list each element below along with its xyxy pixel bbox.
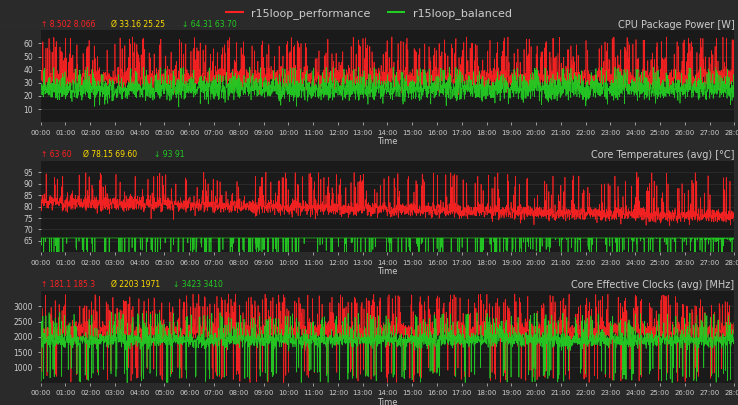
X-axis label: Time: Time	[377, 398, 398, 405]
Text: ↑ 8.502 8.066: ↑ 8.502 8.066	[41, 19, 95, 28]
X-axis label: Time: Time	[377, 137, 398, 146]
Text: Ø 78.15 69.60: Ø 78.15 69.60	[83, 150, 137, 159]
Text: ↑ 63 60: ↑ 63 60	[41, 150, 71, 159]
Text: Core Effective Clocks (avg) [MHz]: Core Effective Clocks (avg) [MHz]	[571, 280, 734, 290]
Text: ↓ 3423 3410: ↓ 3423 3410	[173, 280, 223, 289]
Text: ↓ 64.31 63.70: ↓ 64.31 63.70	[182, 19, 237, 28]
Text: Ø 2203 1971: Ø 2203 1971	[111, 280, 160, 289]
Legend: r15loop_performance, r15loop_balanced: r15loop_performance, r15loop_balanced	[221, 3, 517, 23]
Text: Core Temperatures (avg) [°C]: Core Temperatures (avg) [°C]	[591, 150, 734, 160]
X-axis label: Time: Time	[377, 267, 398, 277]
Text: CPU Package Power [W]: CPU Package Power [W]	[618, 19, 734, 30]
Text: ↑ 181.1 185.3: ↑ 181.1 185.3	[41, 280, 94, 289]
Text: Ø 33.16 25.25: Ø 33.16 25.25	[111, 19, 165, 28]
Text: ↓ 93 91: ↓ 93 91	[154, 150, 184, 159]
